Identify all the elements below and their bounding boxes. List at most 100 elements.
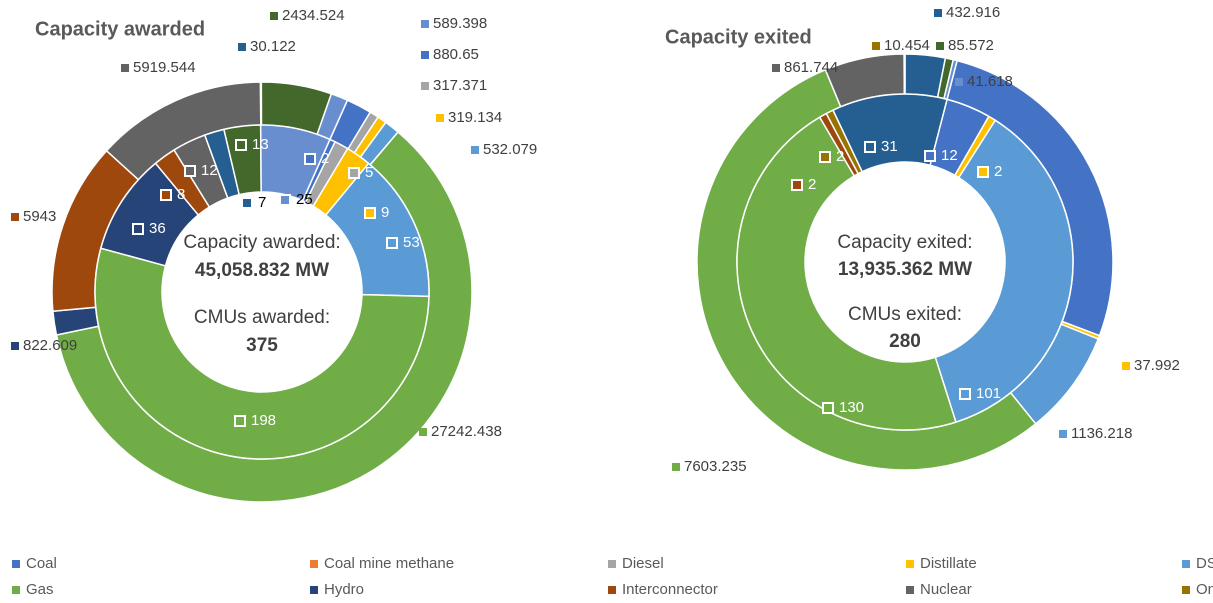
legend-marker <box>238 43 246 51</box>
legend-marker <box>270 12 278 20</box>
data-label: 101 <box>976 385 1001 402</box>
legend-swatch <box>906 560 914 568</box>
label-marker <box>977 166 989 178</box>
data-label: 319.134 <box>448 109 502 126</box>
legend-marker <box>1122 362 1130 370</box>
data-label: 7 <box>258 194 266 211</box>
data-label: 317.371 <box>433 77 487 94</box>
center-text: Capacity awarded: <box>183 232 340 253</box>
data-label: 5 <box>365 164 373 181</box>
data-label: 53 <box>403 234 420 251</box>
label-marker <box>959 388 971 400</box>
legend-swatch <box>608 560 616 568</box>
data-label: 30.122 <box>250 38 296 55</box>
legend-marker <box>419 428 427 436</box>
label-marker <box>819 151 831 163</box>
legend-label: DSR <box>1196 555 1213 572</box>
data-label: 2 <box>994 163 1002 180</box>
data-label: 532.079 <box>483 141 537 158</box>
legend-swatch <box>906 586 914 594</box>
legend-marker <box>672 463 680 471</box>
label-marker <box>364 207 376 219</box>
center-text: 13,935.362 MW <box>838 259 972 280</box>
data-label: 10.454 <box>884 37 930 54</box>
label-marker <box>864 141 876 153</box>
data-label: 36 <box>149 220 166 237</box>
center-text: 45,058.832 MW <box>195 260 329 281</box>
center-text: 280 <box>889 331 921 352</box>
legend-marker <box>436 114 444 122</box>
inner-slice <box>832 93 948 173</box>
legend-swatch <box>608 586 616 594</box>
legend-marker <box>121 64 129 72</box>
legend-swatch <box>310 586 318 594</box>
legend-marker <box>772 64 780 72</box>
legend-swatch <box>1182 560 1190 568</box>
data-label: 1136.218 <box>1071 425 1132 442</box>
inner-slice <box>259 124 331 202</box>
data-label: 589.398 <box>433 15 487 32</box>
data-label: 7603.235 <box>684 458 747 475</box>
label-marker <box>160 189 172 201</box>
legend-marker <box>421 51 429 59</box>
legend-label: Distillate <box>920 555 977 572</box>
chart-title: Capacity exited <box>665 26 812 48</box>
data-label: 25 <box>296 191 313 208</box>
label-marker <box>348 167 360 179</box>
center-text: CMUs exited: <box>848 304 962 325</box>
legend-label: Coal <box>26 555 57 572</box>
label-marker <box>924 150 936 162</box>
data-label: 2 <box>836 148 844 165</box>
legend-marker <box>421 82 429 90</box>
data-label: 130 <box>839 399 864 416</box>
legend-label: Onshore Wind <box>1196 581 1213 598</box>
legend-swatch <box>310 560 318 568</box>
legend-marker <box>934 9 942 17</box>
legend-label: Nuclear <box>920 581 972 598</box>
legend-marker <box>955 78 963 86</box>
data-label: 5919.544 <box>133 59 196 76</box>
data-label: 8 <box>177 186 185 203</box>
data-label: 822.609 <box>23 337 77 354</box>
data-label: 13 <box>252 136 269 153</box>
label-marker <box>184 165 196 177</box>
data-label: 880.65 <box>433 46 479 63</box>
legend-marker <box>11 342 19 350</box>
legend-label: Hydro <box>324 581 364 598</box>
inner-slice <box>736 116 957 431</box>
center-text: CMUs awarded: <box>194 307 330 328</box>
center-text: Capacity exited: <box>837 232 972 253</box>
data-label: 2 <box>808 176 816 193</box>
chart-title: Capacity awarded <box>35 18 205 40</box>
label-marker <box>234 415 246 427</box>
data-label: 5943 <box>23 208 56 225</box>
data-label: 37.992 <box>1134 357 1180 374</box>
legend-label: Gas <box>26 581 54 598</box>
label-marker <box>235 139 247 151</box>
data-label: 31 <box>881 138 898 155</box>
data-label: 432.916 <box>946 4 1000 21</box>
data-label: 2434.524 <box>282 7 345 24</box>
label-marker <box>241 197 253 209</box>
legend-marker <box>1059 430 1067 438</box>
label-marker <box>822 402 834 414</box>
data-label: 861.744 <box>784 59 838 76</box>
label-marker <box>386 237 398 249</box>
legend-marker <box>421 20 429 28</box>
inner-slice <box>934 119 1074 424</box>
legend-swatch <box>12 586 20 594</box>
data-label: 85.572 <box>948 37 994 54</box>
legend-label: Interconnector <box>622 581 718 598</box>
data-label: 198 <box>251 412 276 429</box>
label-marker <box>791 179 803 191</box>
legend-marker <box>471 146 479 154</box>
legend-swatch <box>12 560 20 568</box>
legend-label: Coal mine methane <box>324 555 454 572</box>
center-text: 375 <box>246 335 278 356</box>
label-marker <box>279 194 291 206</box>
data-label: 41.618 <box>967 73 1013 90</box>
label-marker <box>132 223 144 235</box>
legend-marker <box>936 42 944 50</box>
data-label: 12 <box>201 162 218 179</box>
data-label: 2 <box>321 150 329 167</box>
